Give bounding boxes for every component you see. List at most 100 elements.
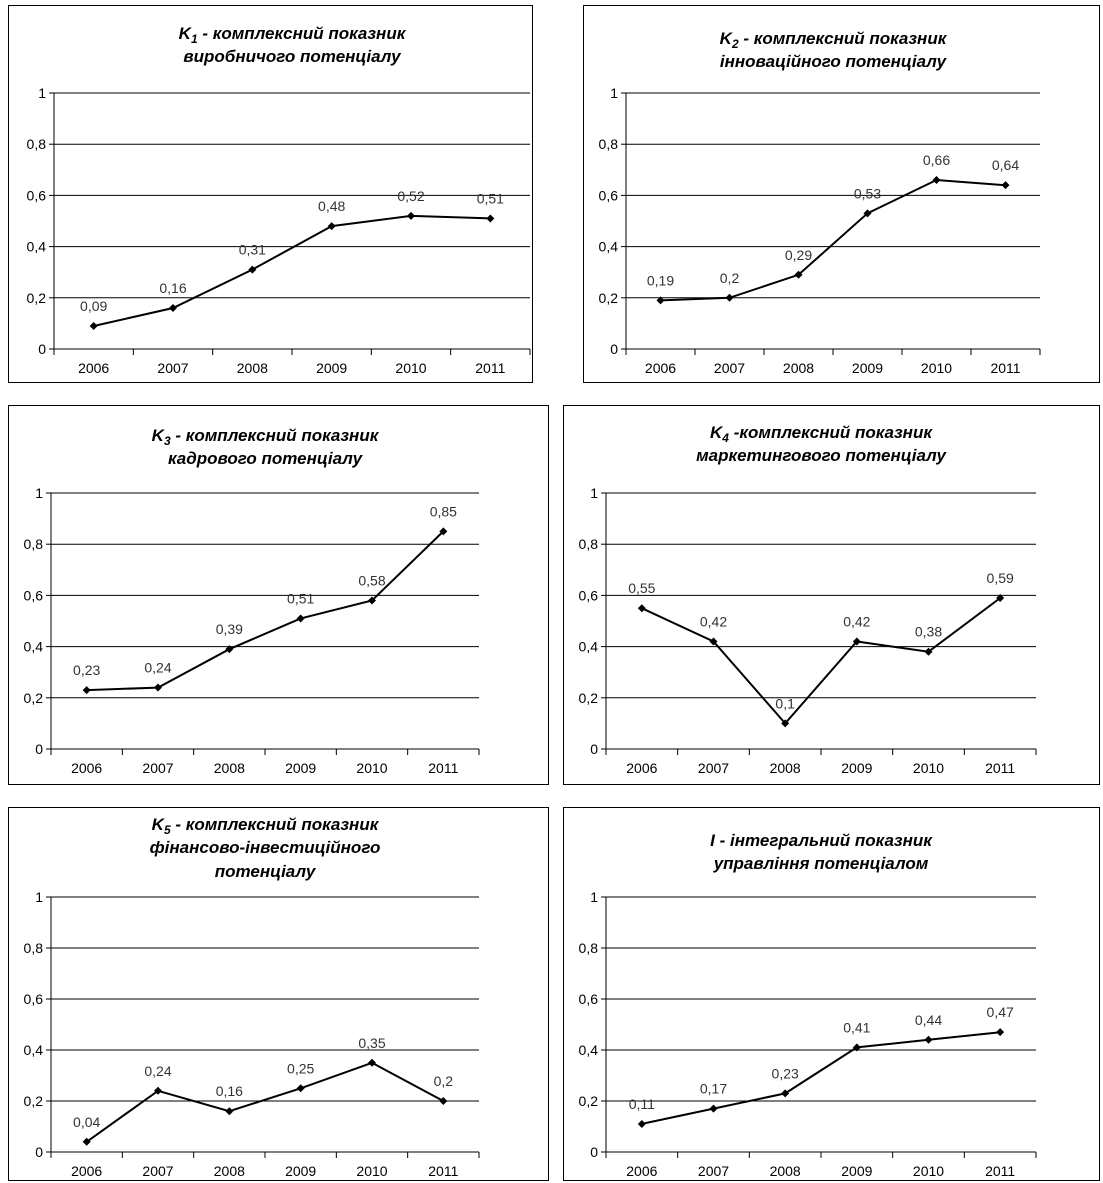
x-tick-label: 2007 [142,760,173,776]
data-point [439,1097,448,1105]
chart-title-line2: виробничого потенціалу [183,47,402,66]
data-label: 0,2 [720,270,740,286]
y-tick-label: 0,8 [27,136,47,152]
data-label: 0,58 [358,573,385,589]
data-point [486,214,495,223]
title-text-part: - комплексний показник [198,24,407,43]
data-point [368,1058,376,1067]
chart-title-line2: маркетингового потенціалу [696,446,947,465]
data-label: 0,35 [358,1035,385,1051]
data-point [296,614,305,623]
x-tick-label: 2006 [626,1163,657,1179]
title-text-part: - комплексний показник [171,815,380,834]
data-point [924,647,933,656]
data-point [154,1086,162,1095]
y-tick-label: 0,4 [27,239,47,255]
data-label: 0,25 [287,1060,314,1076]
data-label: 0,17 [700,1081,727,1097]
data-point [154,683,162,692]
chart-title: K3 - комплексний показник [152,426,380,448]
chart-panel-k3: K3 - комплексний показник кадрового потен… [8,405,549,785]
y-tick-label: 1 [35,889,43,905]
x-tick-label: 2009 [852,360,883,376]
x-tick-label: 2007 [714,360,745,376]
data-point [637,604,646,613]
data-label: 0,04 [73,1114,100,1130]
data-point [852,1043,861,1052]
data-point [368,596,376,605]
y-tick-label: 0,2 [24,690,44,706]
chart-title: I - інтегральний показник [710,831,933,850]
data-point [296,1084,305,1093]
chart-title-line2: інноваційного потенціалу [720,52,948,71]
y-tick-label: 0,4 [599,239,619,255]
chart-title: K5 - комплексний показник [152,815,380,837]
series-line [93,214,491,327]
y-tick-label: 0,6 [24,991,44,1007]
data-point [225,645,234,654]
y-tick-label: 0,6 [579,587,599,603]
x-tick-label: 2007 [698,1163,729,1179]
data-point [924,1035,933,1044]
x-tick-label: 2008 [770,760,801,776]
y-tick-label: 0,8 [579,536,599,552]
data-label: 0,51 [477,190,504,206]
data-point [439,527,448,536]
x-tick-label: 2007 [142,1163,173,1179]
y-tick-label: 0,6 [24,587,44,603]
y-tick-label: 0,4 [24,639,44,655]
data-label: 0,19 [647,272,674,288]
y-tick-label: 0 [35,741,43,757]
chart-panel-k4: K4 -комплексний показник маркетингового п… [563,405,1100,785]
y-tick-label: 0,2 [579,1093,599,1109]
title-symbol: K [152,815,166,834]
title-text-part: - інтегральний показник [715,831,933,850]
data-point [407,211,415,220]
y-tick-label: 0,2 [579,690,599,706]
data-label: 0,42 [843,613,870,629]
data-point [725,293,734,302]
y-tick-label: 0 [590,741,598,757]
data-label: 0,42 [700,613,727,629]
data-label: 0,51 [287,590,314,606]
y-tick-label: 0 [35,1144,43,1160]
chart-title: K4 -комплексний показник [710,423,933,445]
title-text-part: - комплексний показник [739,29,948,48]
x-tick-label: 2011 [475,360,505,376]
y-tick-label: 0 [610,341,618,357]
chart-panel-k2: K2 - комплексний показник інноваційного п… [583,5,1100,383]
title-subscript: 2 [731,37,739,51]
title-subscript: 3 [164,434,171,448]
x-tick-label: 2009 [841,760,872,776]
data-label: 0,1 [775,695,795,711]
y-tick-label: 0 [38,341,46,357]
data-label: 0,47 [987,1004,1014,1020]
x-tick-label: 2009 [285,760,316,776]
chart-panel-k5: K5 - комплексний показник фінансово-інвес… [8,807,549,1181]
x-tick-label: 2010 [921,360,952,376]
x-tick-label: 2009 [841,1163,872,1179]
y-tick-label: 0,6 [579,991,599,1007]
x-tick-label: 2007 [157,360,188,376]
x-tick-label: 2010 [395,360,426,376]
data-label: 0,66 [923,152,950,168]
title-symbol: K [152,426,166,445]
x-tick-label: 2006 [71,760,102,776]
data-point [327,222,336,231]
chart-k5: K5 - комплексний показникфінансово-інвес… [24,815,480,1179]
title-subscript: 5 [164,823,171,837]
chart-title-line2: кадрового потенціалу [168,449,364,468]
data-label: 0,52 [397,188,424,204]
series-line [660,178,1006,302]
chart-title-line2: управління потенціалом [713,854,929,873]
chart-title-line3: потенціалу [215,862,317,881]
data-label: 0,23 [73,662,100,678]
data-label: 0,39 [216,621,243,637]
x-tick-label: 2007 [698,760,729,776]
y-tick-label: 1 [590,889,598,905]
y-tick-label: 0 [590,1144,598,1160]
chart-title: K2 - комплексний показник [720,29,948,51]
y-tick-label: 0,2 [27,290,47,306]
y-tick-label: 0,2 [24,1093,44,1109]
